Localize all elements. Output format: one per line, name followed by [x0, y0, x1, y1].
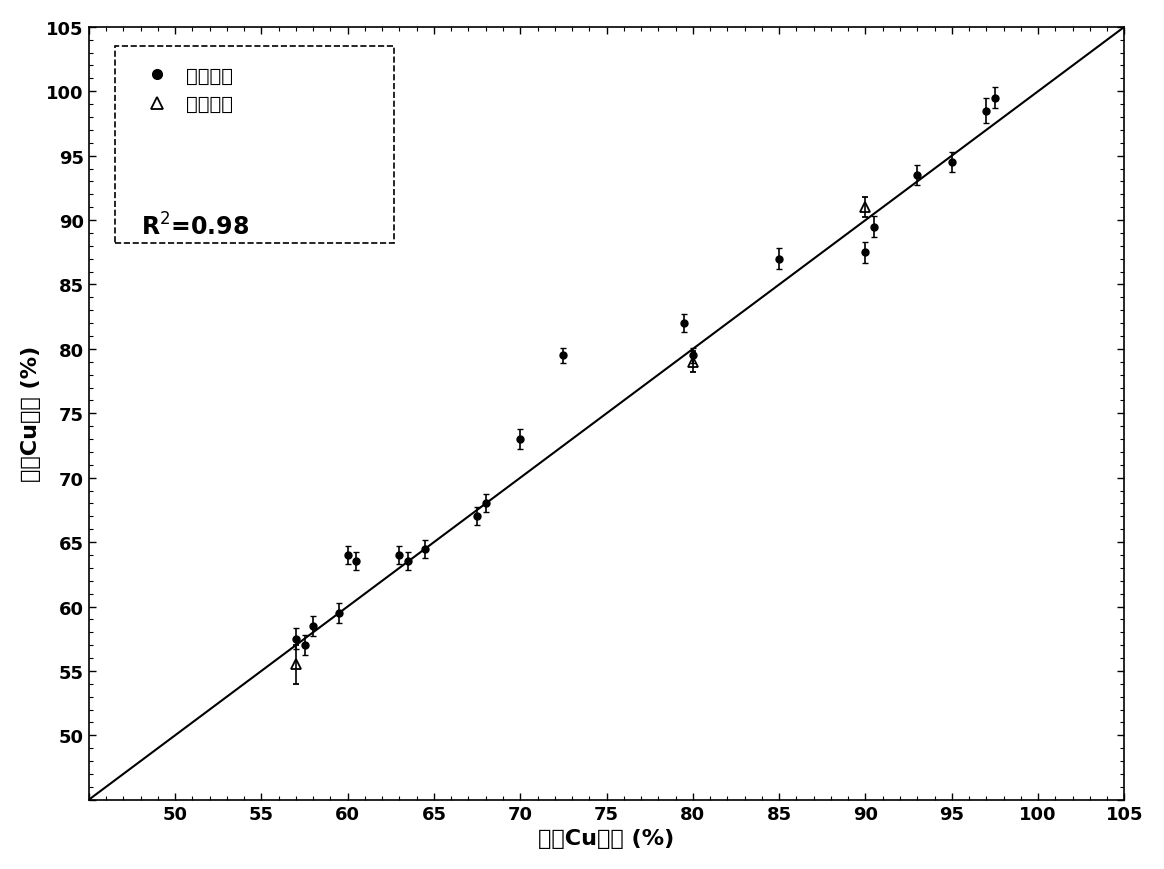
- FancyBboxPatch shape: [114, 47, 395, 244]
- Legend: 定标样品, 预测样品: 定标样品, 预测样品: [128, 56, 242, 124]
- Text: R$^2$=0.98: R$^2$=0.98: [141, 213, 249, 240]
- X-axis label: 名义Cu浓度 (%): 名义Cu浓度 (%): [539, 828, 675, 848]
- Y-axis label: 预测Cu浓度 (%): 预测Cu浓度 (%): [21, 346, 41, 482]
